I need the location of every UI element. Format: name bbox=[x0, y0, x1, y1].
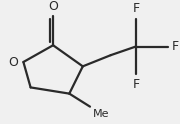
Text: O: O bbox=[48, 0, 58, 13]
Text: F: F bbox=[132, 78, 140, 91]
Text: F: F bbox=[132, 2, 140, 16]
Text: Me: Me bbox=[93, 109, 109, 119]
Text: F: F bbox=[172, 40, 179, 53]
Text: O: O bbox=[8, 56, 18, 68]
